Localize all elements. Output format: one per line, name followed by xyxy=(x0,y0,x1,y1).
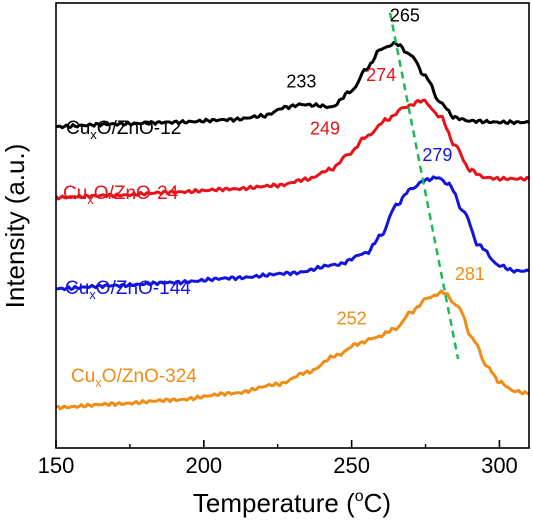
x-axis-ticks: 150 200 250 300 xyxy=(38,440,518,478)
series-line-3 xyxy=(55,175,530,292)
series-label-1-rest: O/ZnO-12 xyxy=(97,118,181,139)
series-label-1: CuxO/ZnO-12 xyxy=(66,118,181,142)
series-label-2-sub: x xyxy=(87,192,94,207)
series-line-2 xyxy=(54,98,530,201)
peak-annotation-265: 265 xyxy=(390,6,420,26)
svg-text:CuxO/ZnO-24: CuxO/ZnO-24 xyxy=(63,183,179,207)
peak-annotation-281: 281 xyxy=(455,264,485,284)
svg-text:CuxO/ZnO-144: CuxO/ZnO-144 xyxy=(65,278,191,302)
x-axis-title-degree: o xyxy=(355,488,364,505)
series-line-1 xyxy=(55,40,530,130)
svg-text:CuxO/ZnO-324: CuxO/ZnO-324 xyxy=(71,366,197,390)
peak-annotation-249: 249 xyxy=(310,118,340,138)
x-tick-label-200: 200 xyxy=(185,453,222,478)
x-tick-label-150: 150 xyxy=(38,453,75,478)
series-label-1-sub: x xyxy=(90,127,97,142)
svg-text:CuxO/ZnO-12: CuxO/ZnO-12 xyxy=(66,118,181,142)
series-label-2-base: Cu xyxy=(63,183,87,204)
x-axis-title: Temperature (oC) xyxy=(193,488,391,518)
series-label-3-sub: x xyxy=(89,287,96,302)
peak-annotation-279: 279 xyxy=(422,145,452,165)
series-line-4 xyxy=(55,289,530,411)
series-label-3: CuxO/ZnO-144 xyxy=(65,278,191,302)
series-label-2: CuxO/ZnO-24 xyxy=(63,183,179,207)
series-label-4-base: Cu xyxy=(71,366,95,387)
peak-trend-line xyxy=(388,12,460,360)
plot-content: 265 233 274 249 279 281 252 xyxy=(54,6,530,411)
series-label-4: CuxO/ZnO-324 xyxy=(71,366,197,390)
series-label-4-sub: x xyxy=(95,375,102,390)
x-axis-title-prefix: Temperature ( xyxy=(193,488,355,518)
series-label-4-rest: O/ZnO-324 xyxy=(102,366,197,387)
x-tick-label-300: 300 xyxy=(481,453,518,478)
series-label-3-base: Cu xyxy=(65,278,89,299)
peak-annotation-252: 252 xyxy=(337,308,367,328)
series-label-3-rest: O/ZnO-144 xyxy=(96,278,191,299)
x-tick-label-250: 250 xyxy=(333,453,370,478)
plot-frame xyxy=(55,2,530,449)
series-label-1-base: Cu xyxy=(66,118,90,139)
x-axis-title-suffix: C) xyxy=(364,488,391,518)
y-axis-title: Intensity (a.u.) xyxy=(0,144,30,309)
peak-annotation-274: 274 xyxy=(366,65,396,85)
peak-annotation-233: 233 xyxy=(286,72,316,92)
series-label-2-rest: O/ZnO-24 xyxy=(94,183,179,204)
